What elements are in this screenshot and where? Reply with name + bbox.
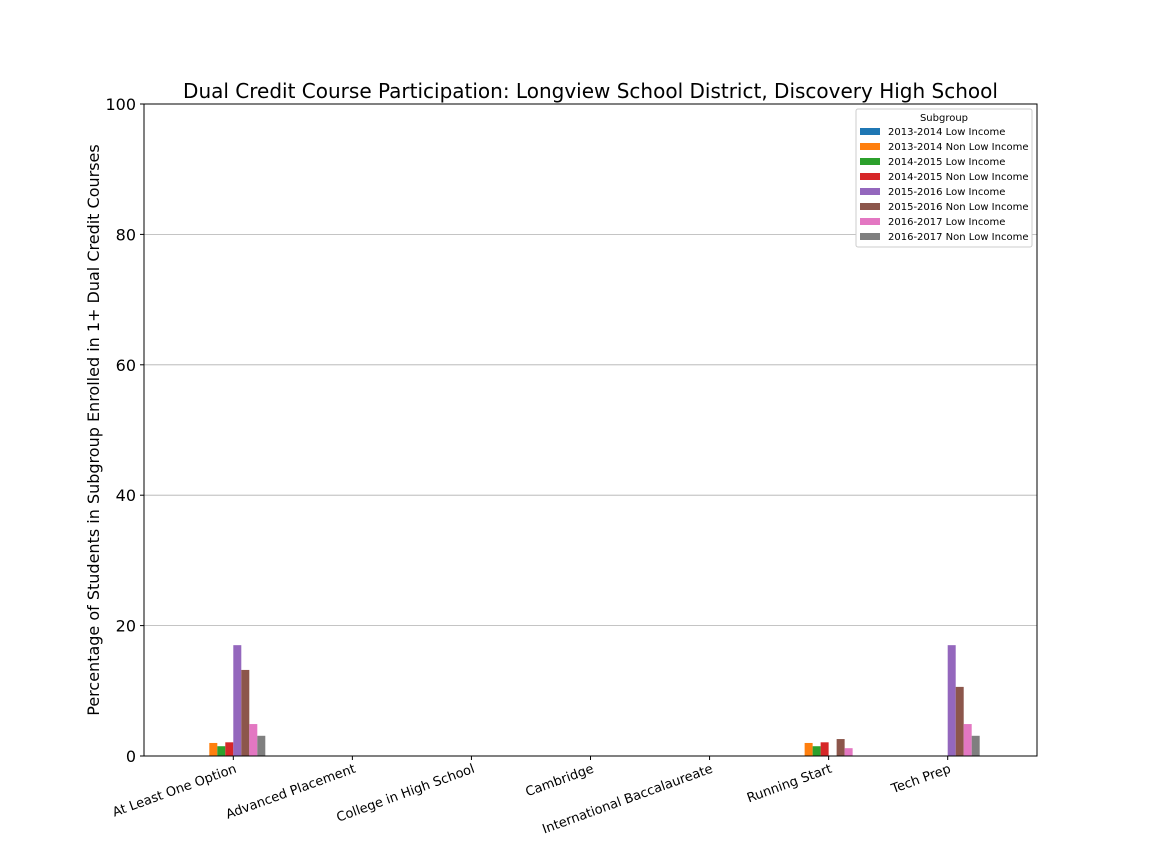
y-tick-label: 0 — [126, 747, 136, 766]
bar — [217, 746, 226, 756]
bar — [257, 735, 266, 756]
x-tick-label: Running Start — [745, 762, 834, 807]
bar — [971, 735, 980, 756]
bar — [812, 746, 821, 756]
legend-entry: 2013-2014 Low Income — [888, 127, 1005, 138]
legend-swatch — [860, 218, 880, 225]
legend: Subgroup 2013-2014 Low Income 2013-2014 No… — [855, 108, 1033, 248]
y-tick-label: 100 — [105, 95, 136, 114]
bars — [209, 645, 980, 756]
legend-swatch — [860, 128, 880, 135]
bar — [820, 742, 829, 756]
legend-swatch — [860, 173, 880, 180]
legend-box — [855, 108, 1033, 248]
legend-entry: 2015-2016 Low Income — [888, 187, 1005, 198]
y-tick-label: 80 — [116, 225, 136, 244]
legend-entry: 2016-2017 Non Low Income — [888, 232, 1028, 243]
bar — [955, 686, 964, 756]
bar — [947, 645, 956, 756]
x-tick-label: Cambridge — [524, 762, 596, 801]
bar — [836, 739, 845, 756]
legend-swatch — [860, 158, 880, 165]
legend-entry: 2016-2017 Low Income — [888, 217, 1005, 228]
bar — [804, 742, 813, 756]
legend-swatch — [860, 143, 880, 150]
legend-swatch — [860, 188, 880, 195]
legend-entry: 2013-2014 Non Low Income — [888, 142, 1028, 153]
bar — [249, 724, 258, 756]
y-tick-label: 20 — [116, 617, 136, 636]
legend-swatch — [860, 233, 880, 240]
x-tick-label: Tech Prep — [889, 762, 953, 798]
legend-entry: 2015-2016 Non Low Income — [888, 202, 1028, 213]
y-tick-label: 60 — [116, 356, 136, 375]
y-tick-label: 40 — [116, 486, 136, 505]
chart-title: Dual Credit Course Participation: Longvi… — [183, 79, 998, 103]
bar — [844, 748, 853, 756]
bar — [233, 645, 242, 756]
bar — [963, 724, 972, 756]
legend-entry: 2014-2015 Non Low Income — [888, 172, 1028, 183]
bar — [225, 742, 234, 756]
legend-title: Subgroup — [920, 113, 968, 124]
bar — [241, 669, 250, 756]
y-axis-label: Percentage of Students in Subgroup Enrol… — [84, 144, 103, 715]
bar — [209, 742, 218, 756]
legend-swatch — [860, 203, 880, 210]
x-tick-label: At Least One Option — [111, 762, 239, 821]
legend-entry: 2014-2015 Low Income — [888, 157, 1005, 168]
y-axis-ticks: 0 20 40 60 80 100 — [105, 95, 144, 766]
